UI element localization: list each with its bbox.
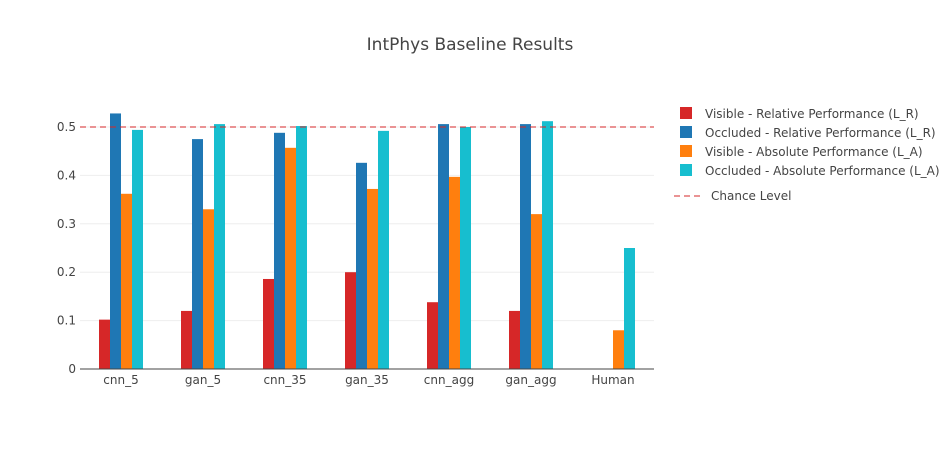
x-tick-label: cnn_35 [263, 373, 306, 387]
bar[interactable] [110, 113, 121, 369]
y-tick-label: 0.3 [57, 217, 76, 231]
bar[interactable] [509, 310, 520, 369]
y-tick-label: 0.2 [57, 265, 76, 279]
legend-swatch [680, 126, 692, 138]
bar[interactable] [427, 302, 438, 369]
bar[interactable] [378, 130, 389, 369]
y-tick-label: 0.1 [57, 314, 76, 328]
bar[interactable] [99, 319, 110, 369]
chart-title: IntPhys Baseline Results [367, 35, 574, 55]
bar[interactable] [274, 132, 285, 369]
x-tick-label: cnn_5 [103, 373, 138, 387]
axes: 0 0.1 0.2 0.3 0.4 0.5 cnn_5 gan_5 cnn_35 gan_35 cn… [57, 120, 654, 387]
bar[interactable] [296, 126, 307, 369]
bar[interactable] [132, 129, 143, 369]
bar[interactable] [613, 330, 624, 369]
legend[interactable]: Visible - Relative Performance (L_R) Occl… [674, 107, 940, 203]
legend-label: Visible - Absolute Performance (L_A) [705, 145, 923, 159]
legend-label: Occluded - Absolute Performance (L_A) [705, 164, 940, 178]
x-tick-label: gan_5 [185, 373, 221, 387]
legend-label: Chance Level [711, 189, 791, 203]
bar[interactable] [345, 272, 356, 369]
bar[interactable] [285, 147, 296, 369]
bar[interactable] [520, 124, 531, 369]
bar[interactable] [356, 162, 367, 369]
bar[interactable] [438, 124, 449, 369]
y-tick-label: 0.4 [57, 168, 76, 182]
bar[interactable] [121, 193, 132, 369]
bar[interactable] [181, 310, 192, 369]
x-tick-label: gan_agg [505, 373, 556, 387]
bar[interactable] [531, 214, 542, 369]
bar[interactable] [192, 139, 203, 369]
bar[interactable] [214, 124, 225, 369]
y-tick-label: 0 [68, 362, 76, 376]
x-tick-label: gan_35 [345, 373, 389, 387]
bar[interactable] [624, 248, 635, 369]
legend-swatch [680, 145, 692, 157]
bars [99, 113, 635, 369]
legend-label: Visible - Relative Performance (L_R) [705, 107, 919, 121]
y-tick-label: 0.5 [57, 120, 76, 134]
bar[interactable] [449, 176, 460, 369]
bar[interactable] [460, 127, 471, 369]
bar[interactable] [263, 278, 274, 369]
bar[interactable] [203, 209, 214, 369]
x-tick-label: cnn_agg [424, 373, 474, 387]
bar[interactable] [542, 121, 553, 369]
bar[interactable] [367, 188, 378, 369]
legend-swatch [680, 164, 692, 176]
legend-label: Occluded - Relative Performance (L_R) [705, 126, 936, 140]
legend-swatch [680, 107, 692, 119]
x-tick-label: Human [591, 373, 634, 387]
